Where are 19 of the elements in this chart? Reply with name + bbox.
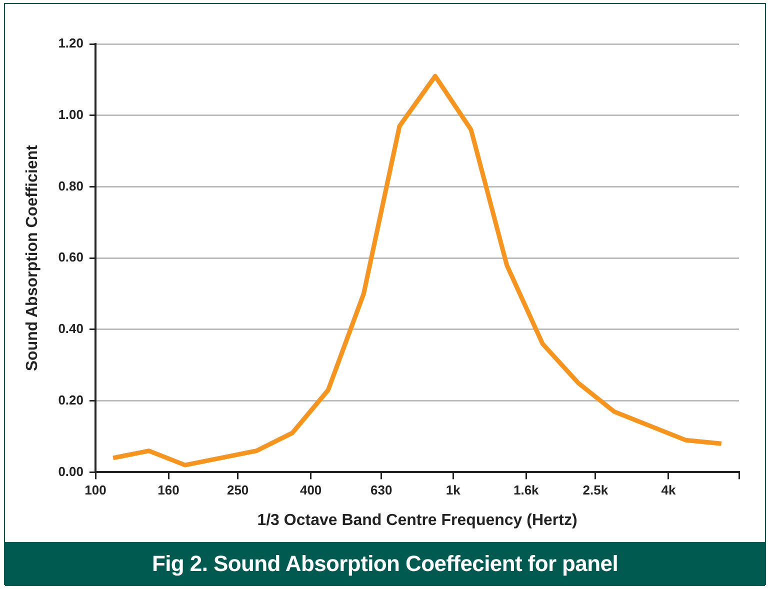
y-tick-label: 0.80 xyxy=(58,178,84,194)
x-tick-label: 100 xyxy=(84,482,106,498)
y-tick-label: 0.20 xyxy=(58,392,84,408)
y-tick-label: 1.20 xyxy=(58,36,84,51)
x-tick-label: 160 xyxy=(158,482,180,498)
x-tick-label: 250 xyxy=(226,482,249,498)
x-axis-title: 1/3 Octave Band Centre Frequency (Hertz) xyxy=(257,512,578,529)
x-tick-label: 1.6k xyxy=(513,482,540,498)
x-tick-label: 4k xyxy=(661,482,676,498)
x-tick-label: 1k xyxy=(446,482,462,498)
y-tick-label: 0.00 xyxy=(58,464,84,479)
y-tick-label: 1.00 xyxy=(58,106,84,122)
x-tick-label: 630 xyxy=(370,482,392,498)
y-tick-label: 0.40 xyxy=(58,321,84,336)
y-axis-title: Sound Absorption Coefficient xyxy=(24,144,42,372)
x-tick-label: 400 xyxy=(300,482,322,498)
text: Fig 2. Sound Absorption Coeffecient for panel xyxy=(5,542,765,586)
x-tick-label: 2.5k xyxy=(582,482,609,498)
y-tick-label: 0.60 xyxy=(58,250,84,265)
